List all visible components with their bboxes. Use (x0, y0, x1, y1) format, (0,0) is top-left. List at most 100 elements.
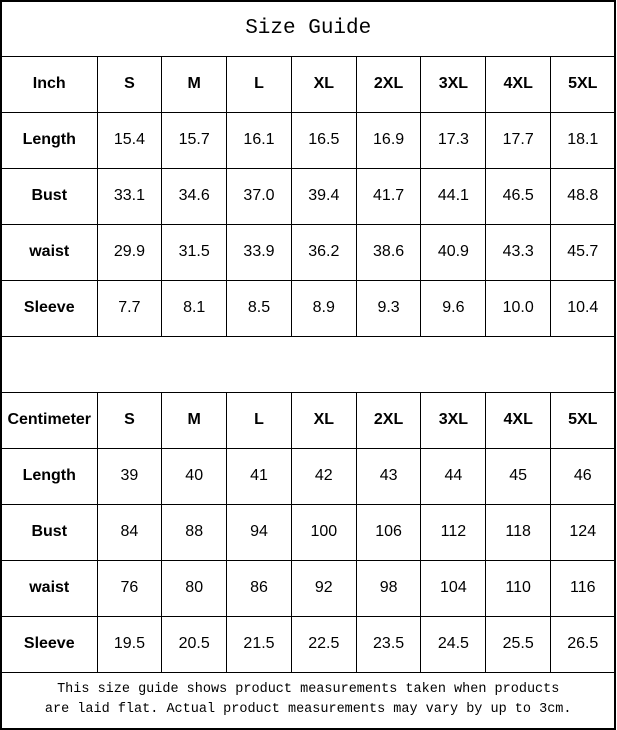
measurement-cell: 8.1 (161, 279, 228, 337)
measurement-cell: 76 (96, 559, 163, 617)
measurement-cell: 41.7 (355, 167, 422, 225)
measurement-cell: 39.4 (290, 167, 357, 225)
measurement-cell: 8.5 (226, 279, 292, 337)
table-row: waist 76 80 86 92 98 104 110 116 (0, 559, 616, 617)
measurement-cell: 9.6 (420, 279, 487, 337)
measurement-cell: 36.2 (290, 223, 357, 281)
unit-header-inch: Inch (0, 55, 98, 113)
row-label: Bust (0, 167, 98, 225)
measurement-cell: 7.7 (96, 279, 163, 337)
table-row: Inch S M L XL 2XL 3XL 4XL 5XL (0, 55, 616, 113)
table-row: waist 29.9 31.5 33.9 36.2 38.6 40.9 43.3… (0, 223, 616, 281)
table-row: Length 15.4 15.7 16.1 16.5 16.9 17.3 17.… (0, 111, 616, 169)
size-col-header: 4XL (485, 391, 552, 449)
row-label: Length (0, 447, 98, 505)
measurement-cell: 10.0 (485, 279, 552, 337)
measurement-cell: 21.5 (226, 615, 292, 673)
table-row: Bust 33.1 34.6 37.0 39.4 41.7 44.1 46.5 … (0, 167, 616, 225)
spacer-cell (0, 335, 616, 393)
row-label: Bust (0, 503, 98, 561)
measurement-cell: 25.5 (485, 615, 552, 673)
measurement-cell: 15.7 (161, 111, 228, 169)
measurement-cell: 40 (161, 447, 228, 505)
table-row: Sleeve 19.5 20.5 21.5 22.5 23.5 24.5 25.… (0, 615, 616, 673)
measurement-cell: 94 (226, 503, 292, 561)
row-label: waist (0, 559, 98, 617)
measurement-cell: 41 (226, 447, 292, 505)
measurement-cell: 20.5 (161, 615, 228, 673)
table-row: Sleeve 7.7 8.1 8.5 8.9 9.3 9.6 10.0 10.4 (0, 279, 616, 337)
measurement-cell: 40.9 (420, 223, 487, 281)
measurement-cell: 18.1 (550, 111, 616, 169)
title-row: Size Guide (0, 0, 616, 57)
measurement-cell: 33.9 (226, 223, 292, 281)
footer-note-line2: are laid flat. Actual product measuremen… (44, 702, 572, 718)
size-col-header: 4XL (485, 55, 552, 113)
measurement-cell: 48.8 (550, 167, 616, 225)
measurement-cell: 45 (485, 447, 552, 505)
page-title: Size Guide (0, 0, 616, 57)
measurement-cell: 100 (290, 503, 357, 561)
measurement-cell: 46 (550, 447, 616, 505)
measurement-cell: 26.5 (550, 615, 616, 673)
measurement-cell: 17.3 (420, 111, 487, 169)
measurement-cell: 10.4 (550, 279, 616, 337)
row-label: Sleeve (0, 279, 98, 337)
measurement-cell: 116 (550, 559, 616, 617)
spacer-row (0, 335, 616, 393)
size-col-header: XL (290, 55, 357, 113)
measurement-cell: 39 (96, 447, 163, 505)
measurement-cell: 88 (161, 503, 228, 561)
measurement-cell: 86 (226, 559, 292, 617)
measurement-cell: 16.1 (226, 111, 292, 169)
measurement-cell: 84 (96, 503, 163, 561)
measurement-cell: 43.3 (485, 223, 552, 281)
size-col-header: L (226, 391, 292, 449)
measurement-cell: 45.7 (550, 223, 616, 281)
measurement-cell: 106 (355, 503, 422, 561)
measurement-cell: 17.7 (485, 111, 552, 169)
measurement-cell: 19.5 (96, 615, 163, 673)
measurement-cell: 43 (355, 447, 422, 505)
measurement-cell: 22.5 (290, 615, 357, 673)
measurement-cell: 23.5 (355, 615, 422, 673)
size-col-header: 2XL (355, 55, 422, 113)
measurement-cell: 44.1 (420, 167, 487, 225)
measurement-cell: 44 (420, 447, 487, 505)
size-col-header: 2XL (355, 391, 422, 449)
measurement-cell: 9.3 (355, 279, 422, 337)
size-col-header: S (96, 391, 163, 449)
row-label: Length (0, 111, 98, 169)
footer-row: This size guide shows product measuremen… (0, 671, 616, 730)
measurement-cell: 31.5 (161, 223, 228, 281)
measurement-cell: 104 (420, 559, 487, 617)
measurement-cell: 29.9 (96, 223, 163, 281)
measurement-cell: 92 (290, 559, 357, 617)
size-col-header: M (161, 391, 228, 449)
measurement-cell: 37.0 (226, 167, 292, 225)
unit-header-centimeter: Centimeter (0, 391, 98, 449)
measurement-cell: 34.6 (161, 167, 228, 225)
measurement-cell: 46.5 (485, 167, 552, 225)
measurement-cell: 16.9 (355, 111, 422, 169)
size-col-header: XL (290, 391, 357, 449)
measurement-cell: 15.4 (96, 111, 163, 169)
size-col-header: 5XL (550, 55, 616, 113)
footer-note: This size guide shows product measuremen… (0, 671, 616, 730)
size-col-header: M (161, 55, 228, 113)
footer-note-line1: This size guide shows product measuremen… (57, 682, 560, 697)
measurement-cell: 98 (355, 559, 422, 617)
measurement-cell: 38.6 (355, 223, 422, 281)
size-col-header: 3XL (420, 55, 487, 113)
size-col-header: L (226, 55, 292, 113)
measurement-cell: 110 (485, 559, 552, 617)
table-row: Bust 84 88 94 100 106 112 118 124 (0, 503, 616, 561)
measurement-cell: 124 (550, 503, 616, 561)
size-col-header: 5XL (550, 391, 616, 449)
size-col-header: 3XL (420, 391, 487, 449)
size-col-header: S (96, 55, 163, 113)
measurement-cell: 24.5 (420, 615, 487, 673)
measurement-cell: 80 (161, 559, 228, 617)
measurement-cell: 42 (290, 447, 357, 505)
